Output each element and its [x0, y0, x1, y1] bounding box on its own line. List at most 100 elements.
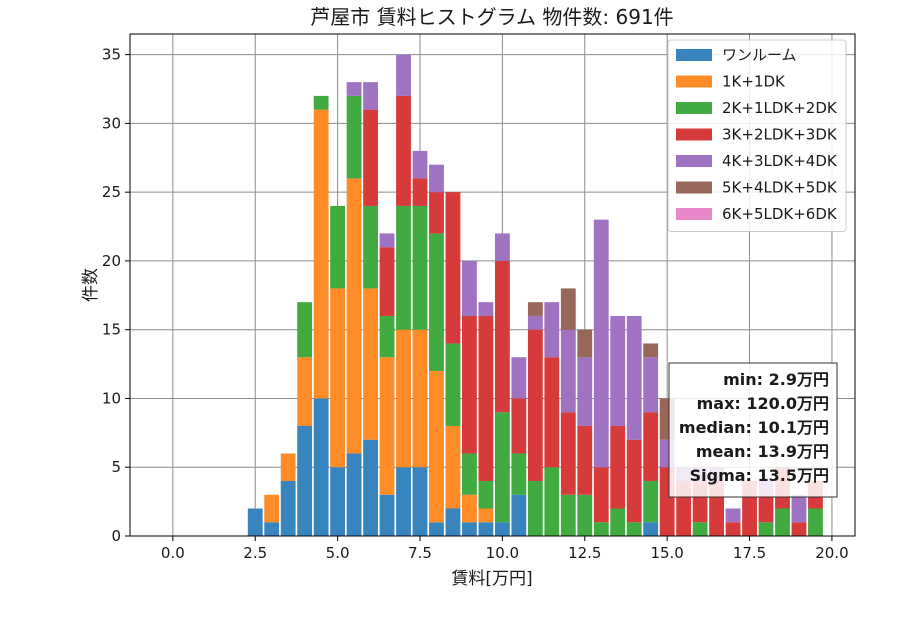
- bar-11-series-3: [527, 329, 543, 481]
- bar-8.5-series-0: [445, 508, 461, 536]
- bars: [247, 54, 823, 536]
- bar-18-series-2: [758, 522, 774, 536]
- bar-4.5-series-2: [313, 95, 329, 110]
- bar-14.5-series-3: [643, 412, 659, 481]
- bar-12-series-5: [560, 288, 576, 330]
- bar-3-series-1: [264, 494, 280, 523]
- y-tick-label-0: 0: [111, 527, 121, 545]
- y-tick-label-3: 15: [102, 321, 121, 339]
- bar-14-series-2: [626, 522, 642, 536]
- legend-label-3: 3K+2LDK+3DK: [722, 126, 838, 144]
- bar-7.5-series-1: [412, 329, 428, 468]
- plot-frame: [129, 33, 856, 537]
- bar-18.5-series-2: [775, 508, 790, 536]
- bar-7-series-3: [396, 95, 411, 206]
- x-tick-label-7: 17.5: [733, 544, 766, 562]
- bar-10-series-2: [494, 412, 510, 523]
- stats-line-0: min: 2.9万円: [723, 370, 829, 389]
- bar-6.5-series-2: [379, 315, 395, 358]
- bar-6-series-4: [363, 82, 378, 110]
- bar-6.5-series-0: [379, 494, 395, 536]
- bar-12.5-series-3: [577, 425, 593, 495]
- bar-11.5-series-2: [544, 467, 560, 536]
- x-tick-label-3: 7.5: [408, 544, 432, 562]
- bar-6-series-0: [363, 439, 378, 536]
- bar-9.5-series-2: [478, 480, 494, 509]
- bar-6.5-series-1: [379, 357, 395, 495]
- bar-13.5-series-3: [610, 425, 626, 509]
- y-tick-label-2: 10: [102, 389, 121, 407]
- bar-11-series-2: [527, 480, 543, 536]
- x-axis-label: 賃料[万円]: [451, 569, 532, 589]
- bar-7.5-series-3: [412, 178, 428, 206]
- bar-5-series-2: [330, 205, 346, 289]
- legend-swatch-0: [676, 49, 712, 61]
- y-tick-label-6: 30: [102, 114, 121, 132]
- bar-14.5-series-4: [643, 357, 659, 413]
- bar-14.5-series-5: [643, 343, 659, 358]
- bar-19-series-4: [791, 494, 807, 523]
- bar-18-series-3: [758, 494, 774, 523]
- bar-3.5-series-0: [280, 480, 296, 536]
- stats-line-2: median: 10.1万円: [679, 418, 829, 437]
- bar-12.5-series-4: [577, 357, 593, 426]
- bar-19.5-series-2: [808, 508, 823, 536]
- legend-swatch-6: [676, 208, 712, 220]
- x-tick-label-8: 20.0: [815, 544, 848, 562]
- y-tick-label-7: 35: [102, 46, 121, 64]
- bar-7.5-series-4: [412, 150, 428, 179]
- bar-12.5-series-2: [577, 494, 593, 536]
- bar-10.5-series-3: [511, 398, 527, 454]
- legend-swatch-5: [676, 181, 712, 194]
- bar-5.5-series-2: [346, 95, 362, 179]
- legend-swatch-3: [676, 128, 712, 141]
- bar-5-series-0: [330, 467, 346, 536]
- x-axis-ticks: 0.0 2.5 5.0 7.5 10.0 12.5 15.0 17.5 20.0: [161, 536, 849, 562]
- bar-4.5-series-0: [313, 398, 329, 536]
- bar-8-series-3: [429, 192, 444, 234]
- y-axis-ticks: 0 5 10 15 20 25 30 35: [102, 46, 130, 545]
- bar-2.5-series-0: [247, 508, 263, 536]
- bar-8.5-series-2: [445, 343, 461, 426]
- bar-10.5-series-4: [511, 357, 527, 399]
- chart-title: 芦屋市 賃料ヒストグラム 物件数: 691件: [310, 5, 673, 29]
- bar-14.5-series-0: [643, 522, 659, 536]
- stats-line-1: max: 120.0万円: [697, 394, 829, 413]
- bar-4-series-1: [297, 357, 313, 426]
- bar-5.5-series-1: [346, 178, 362, 454]
- y-tick-label-4: 20: [102, 252, 121, 270]
- bar-16-series-2: [692, 522, 708, 536]
- bar-9.5-series-4: [478, 302, 494, 316]
- x-tick-label-5: 12.5: [568, 544, 601, 562]
- y-tick-label-5: 25: [102, 183, 121, 201]
- bar-19-series-3: [791, 522, 807, 536]
- bar-6.5-series-4: [379, 233, 395, 248]
- bar-11-series-5: [527, 302, 543, 316]
- legend: ワンルーム 1K+1DK 2K+1LDK+2DK 3K+2LDK+3DK 4K+3LDK…: [667, 39, 847, 232]
- bar-8-series-0: [429, 522, 444, 536]
- x-tick-label-1: 2.5: [243, 544, 267, 562]
- x-tick-label-2: 5.0: [326, 544, 350, 562]
- legend-label-0: ワンルーム: [722, 46, 797, 64]
- bar-9-series-1: [462, 494, 477, 523]
- bar-5.5-series-0: [346, 453, 362, 536]
- bar-6-series-1: [363, 288, 378, 440]
- bar-14-series-4: [626, 315, 642, 440]
- bar-7.5-series-0: [412, 467, 428, 536]
- bar-7-series-1: [396, 329, 411, 468]
- legend-frame: [667, 39, 847, 232]
- bar-12.5-series-5: [577, 329, 593, 358]
- bar-10.5-series-2: [511, 453, 527, 495]
- legend-label-2: 2K+1LDK+2DK: [722, 99, 838, 117]
- bar-10.5-series-0: [511, 494, 527, 536]
- bar-17-series-4: [725, 508, 741, 523]
- bar-13.5-series-4: [610, 315, 626, 426]
- bar-12-series-2: [560, 494, 576, 536]
- bar-8.5-series-1: [445, 425, 461, 509]
- bar-9.5-series-1: [478, 508, 494, 523]
- bar-5-series-1: [330, 288, 346, 468]
- bar-9.5-series-0: [478, 522, 494, 536]
- bar-17-series-3: [725, 522, 741, 536]
- bar-3-series-0: [264, 522, 280, 536]
